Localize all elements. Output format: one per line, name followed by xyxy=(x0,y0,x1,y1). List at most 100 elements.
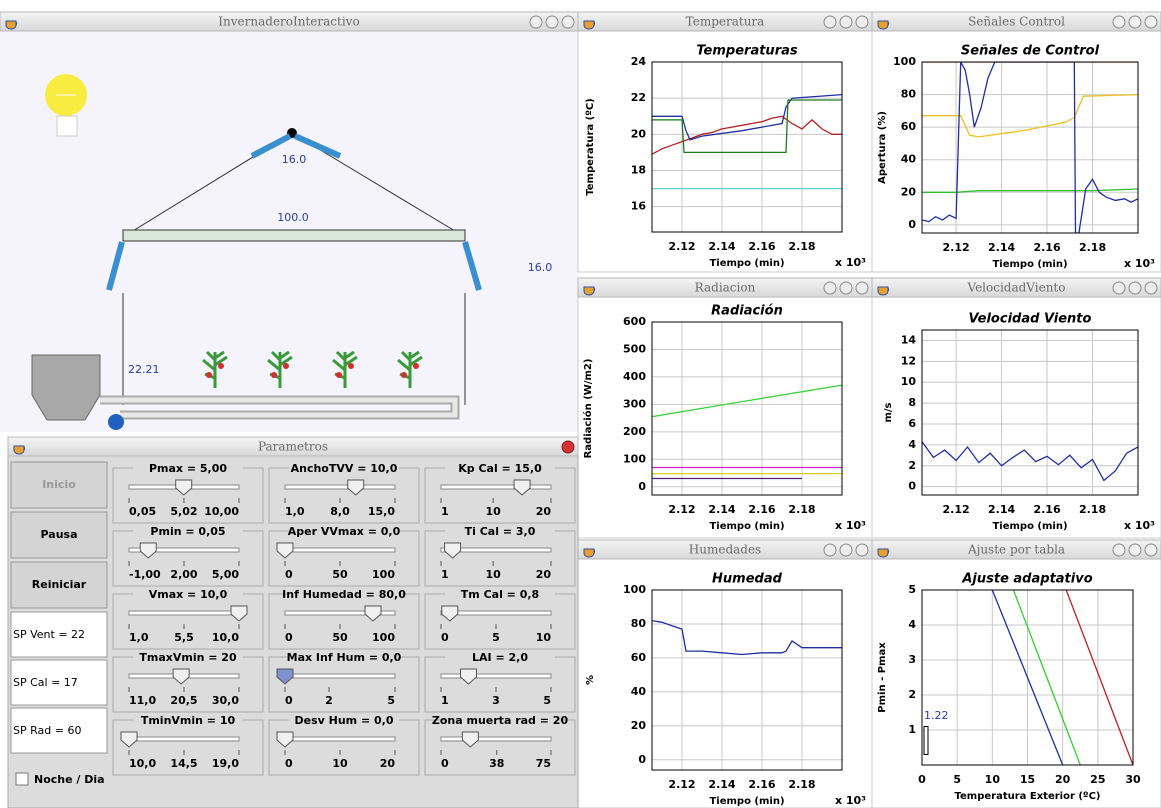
y-tick-label: 20 xyxy=(631,127,647,140)
window-button[interactable] xyxy=(823,281,837,295)
chart-title: Radiación xyxy=(711,304,783,319)
x-tick-label: 2.16 xyxy=(748,240,775,253)
window-button[interactable] xyxy=(839,281,853,295)
slider-label: Ti Cal = 3,0 xyxy=(465,525,536,538)
slider-tick-label: 20 xyxy=(380,757,396,770)
slider-thumb[interactable] xyxy=(460,668,477,685)
slider-tick-label: 5,00 xyxy=(212,568,239,581)
slider-thumb[interactable] xyxy=(175,479,193,496)
chart-title: Temperaturas xyxy=(696,44,798,59)
window-button[interactable] xyxy=(1144,543,1158,557)
setpoint-field[interactable] xyxy=(10,659,108,706)
heater xyxy=(31,354,101,421)
x-tick-label: 2.12 xyxy=(668,240,695,253)
x-tick-label: 2.12 xyxy=(943,241,970,254)
y-tick-label: 4 xyxy=(908,438,916,451)
x-tick-label: 2.14 xyxy=(708,240,735,253)
checkbox[interactable] xyxy=(15,772,29,786)
setpoint-field[interactable] xyxy=(10,611,108,658)
slider-thumb[interactable] xyxy=(172,668,190,685)
window-button[interactable] xyxy=(823,543,837,557)
vent-label: 16.0 xyxy=(282,153,307,166)
window-title: Radiacion xyxy=(695,281,756,295)
x-tick-label: 2.16 xyxy=(1033,241,1060,254)
window-button[interactable] xyxy=(1128,281,1142,295)
slider-tick-label: 1 xyxy=(441,568,449,581)
window-button[interactable] xyxy=(1112,15,1126,29)
window-button[interactable] xyxy=(823,15,837,29)
slider-thumb[interactable] xyxy=(441,605,459,622)
y-tick-label: 40 xyxy=(901,153,917,166)
y-tick-label: 500 xyxy=(623,342,646,355)
slider-thumb[interactable] xyxy=(276,542,294,559)
button[interactable] xyxy=(10,511,108,559)
window-button[interactable] xyxy=(839,543,853,557)
y-tick-label: 0 xyxy=(908,218,916,231)
side-vent xyxy=(106,241,125,291)
y-tick-label: 400 xyxy=(623,370,646,383)
fruit xyxy=(413,363,419,369)
window-button[interactable] xyxy=(839,15,853,29)
checkbox-label: Noche / Dia xyxy=(34,773,105,786)
java-icon xyxy=(5,20,18,30)
window-button[interactable] xyxy=(561,15,575,29)
slider-tick-label: 14,5 xyxy=(170,757,197,770)
slider-label-bg xyxy=(445,462,555,475)
chart-title: Velocidad Viento xyxy=(969,312,1092,327)
window-button[interactable] xyxy=(1112,543,1126,557)
window-button[interactable] xyxy=(1128,543,1142,557)
data-line xyxy=(922,441,1138,482)
slider-thumb[interactable] xyxy=(276,668,294,685)
window-button[interactable] xyxy=(1144,15,1158,29)
window-button[interactable] xyxy=(855,281,869,295)
window-title: Parametros xyxy=(258,440,328,454)
slider-thumb[interactable] xyxy=(120,731,138,748)
window-button[interactable] xyxy=(529,15,543,29)
x-tick-label: 2.18 xyxy=(1079,241,1106,254)
vent-right xyxy=(293,133,342,159)
slider-thumb[interactable] xyxy=(276,731,294,748)
slider-label-bg xyxy=(289,462,399,475)
window-button[interactable] xyxy=(545,15,559,29)
button[interactable] xyxy=(10,561,108,609)
slider-tick-label: 5,5 xyxy=(174,631,194,644)
slider-thumb[interactable] xyxy=(444,542,462,559)
slider-tick-label: 1,0 xyxy=(285,505,305,518)
fruit xyxy=(348,363,354,369)
window-button[interactable] xyxy=(1128,15,1142,29)
title-bar xyxy=(871,11,1161,32)
setpoint-field[interactable] xyxy=(10,707,108,754)
slider-thumb[interactable] xyxy=(139,542,157,559)
x-axis-label: Tiempo (min) xyxy=(992,521,1067,532)
button[interactable] xyxy=(10,461,108,509)
y-axis-label: Radiación (W/m2) xyxy=(582,359,594,459)
annotation: 1.22 xyxy=(924,709,949,722)
x-tick-label: 25 xyxy=(1090,773,1105,786)
window-button[interactable] xyxy=(855,15,869,29)
button-label: Reiniciar xyxy=(32,578,87,591)
slider-tick-label: 0 xyxy=(285,568,293,581)
close-button[interactable] xyxy=(561,440,575,454)
window-button[interactable] xyxy=(855,543,869,557)
slider-thumb[interactable] xyxy=(230,605,248,622)
x-axis-label: Tiempo (min) xyxy=(709,258,784,269)
y-axis-label: m/s xyxy=(883,402,894,422)
x-axis-label: Temperatura Exterior (ºC) xyxy=(955,791,1101,802)
slider-track xyxy=(284,610,396,616)
screen xyxy=(122,229,466,242)
slider-label-bg xyxy=(289,588,399,601)
slider-thumb[interactable] xyxy=(347,479,365,496)
window-title: Señales Control xyxy=(968,15,1065,29)
x-tick-label: 2.12 xyxy=(668,778,695,791)
slider-thumb[interactable] xyxy=(461,731,479,748)
slider-tick-label: 5 xyxy=(492,631,500,644)
y-tick-label: 20 xyxy=(631,719,647,732)
window-button[interactable] xyxy=(1144,281,1158,295)
slider-thumb[interactable] xyxy=(364,605,382,622)
slider-thumb[interactable] xyxy=(513,479,531,496)
window-button[interactable] xyxy=(1112,281,1126,295)
slider-tick-label: 1 xyxy=(441,694,449,707)
slider-label: Zona muerta rad = 20 xyxy=(432,714,569,727)
